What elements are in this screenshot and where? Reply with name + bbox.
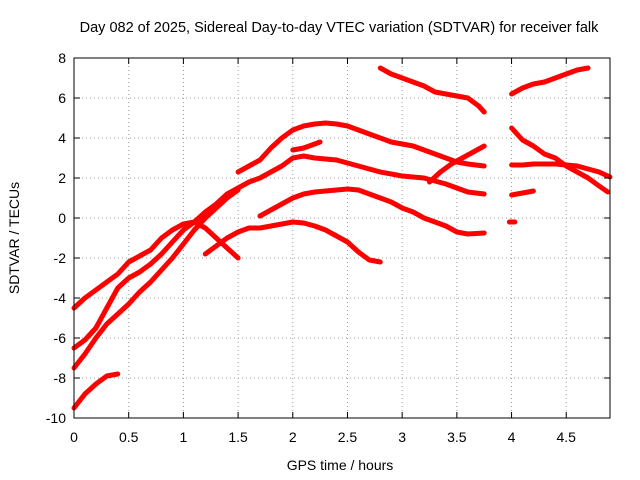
grid — [74, 58, 610, 418]
series-arc-c — [71, 187, 241, 371]
series-arc-g — [257, 186, 487, 237]
y-tick-label: -8 — [54, 370, 67, 386]
series-arc-d — [71, 371, 121, 411]
series-arc-j — [427, 143, 487, 185]
series-arc-b — [71, 153, 487, 351]
y-tick-label: 8 — [58, 50, 66, 66]
plot-frame — [73, 57, 611, 419]
x-tick-label: 2 — [289, 429, 297, 445]
y-tick-label: -2 — [54, 250, 67, 266]
series-arc-k — [509, 65, 591, 97]
x-axis: 0 0.5 1 1.5 2 2.5 3 3.5 4 4.5 — [70, 58, 576, 445]
series-arc-f — [235, 120, 487, 175]
y-tick-label: 6 — [58, 90, 66, 106]
x-tick-label: 2.5 — [338, 429, 358, 445]
x-tick-label: 4.5 — [557, 429, 577, 445]
y-axis-label: SDTVAR / TECUs — [6, 182, 22, 294]
data-series — [71, 65, 613, 411]
series-arc-e — [202, 219, 383, 265]
x-tick-label: 4 — [508, 429, 516, 445]
y-tick-label: -6 — [54, 330, 67, 346]
y-tick-label: 0 — [58, 210, 66, 226]
x-tick-label: 1 — [179, 429, 187, 445]
x-tick-label: 3.5 — [447, 429, 467, 445]
y-tick-label: 4 — [58, 130, 66, 146]
y-tick-label: -10 — [46, 410, 66, 426]
x-tick-label: 3 — [398, 429, 406, 445]
series-arc-m — [509, 161, 613, 180]
series-arc-i — [377, 65, 487, 115]
x-axis-label: GPS time / hours — [287, 457, 394, 473]
series-arc-h — [290, 139, 323, 153]
series-arc-n — [509, 188, 536, 198]
x-tick-label: 1.5 — [228, 429, 248, 445]
y-axis: -10 -8 -6 -4 -2 0 2 4 6 8 — [46, 50, 610, 426]
x-tick-label: 0.5 — [119, 429, 139, 445]
x-tick-label: 0 — [70, 429, 78, 445]
y-tick-label: -4 — [54, 290, 67, 306]
chart-title: Day 082 of 2025, Sidereal Day-to-day VTE… — [80, 20, 599, 36]
series-arc-a — [71, 219, 241, 311]
y-tick-label: 2 — [58, 170, 66, 186]
